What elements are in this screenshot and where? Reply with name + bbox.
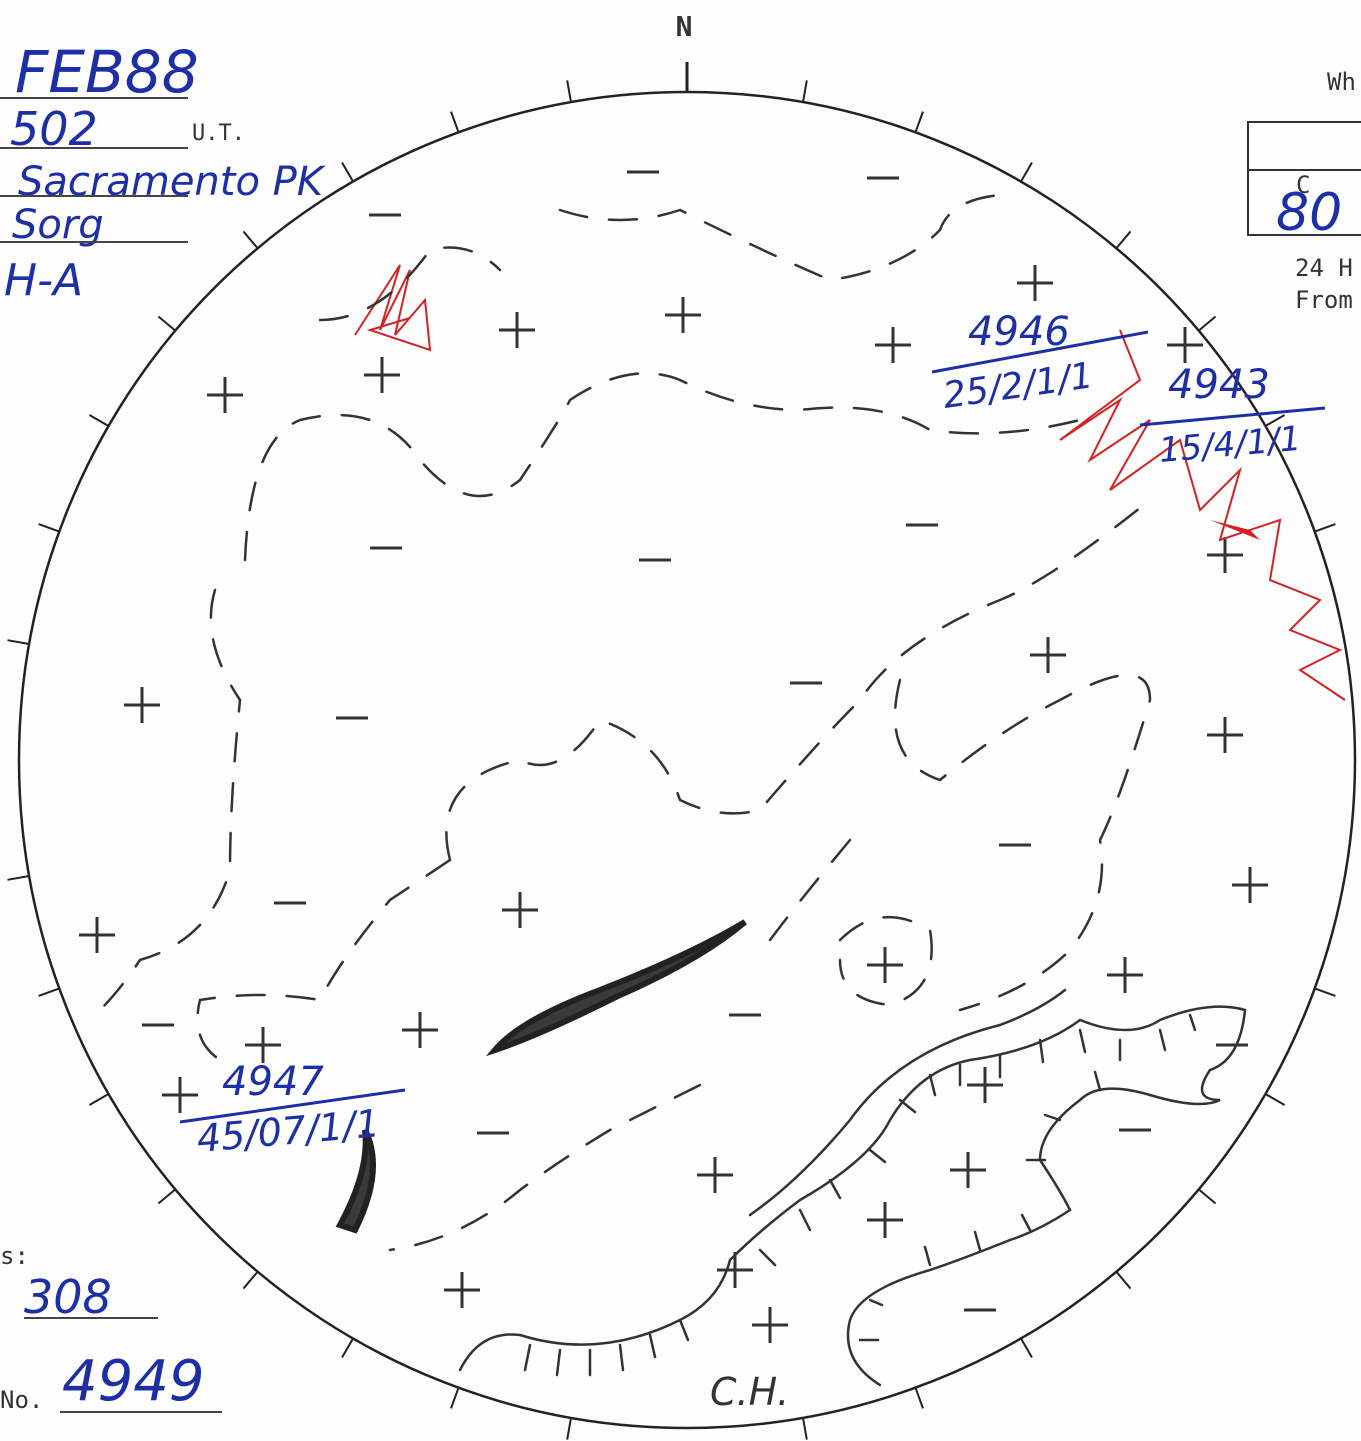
limb-tick	[1265, 414, 1286, 427]
north-label: N	[676, 10, 693, 43]
positive-polarity	[1107, 957, 1143, 993]
limb-tick	[7, 639, 30, 645]
limb-tick	[914, 1387, 924, 1409]
footer-value: 308	[24, 1270, 112, 1324]
box-value: 80	[1276, 183, 1342, 243]
annotation: C.H.	[710, 1370, 789, 1414]
positive-polarity	[717, 1252, 753, 1288]
positive-polarity	[697, 1157, 733, 1193]
positive-polarity	[207, 377, 243, 413]
positive-polarity	[867, 1202, 903, 1238]
positive-polarity	[1207, 537, 1243, 573]
neutral-line	[243, 372, 1082, 562]
coronal-hole	[458, 1005, 1247, 1387]
region-fraction-line	[179, 1088, 406, 1124]
limb-tick	[242, 230, 259, 249]
limb-tick	[1115, 230, 1132, 249]
region-fraction-line	[931, 330, 1149, 374]
limb-tick	[38, 987, 60, 997]
positive-polarity	[950, 1152, 986, 1188]
plage	[1059, 329, 1346, 701]
positive-polarity	[162, 1077, 198, 1113]
positive-polarity	[665, 297, 701, 333]
region-fraction-line	[1139, 406, 1326, 427]
neutral-line	[98, 588, 242, 1012]
limb-tick	[802, 1417, 808, 1440]
neutral-line	[388, 838, 852, 1252]
filament	[335, 1128, 376, 1234]
neutral-line	[893, 673, 1152, 1012]
positive-polarity	[364, 357, 400, 393]
limb-tick	[566, 80, 572, 103]
box	[1247, 121, 1361, 236]
time-unit: U.T.	[192, 121, 245, 146]
footer-label: No.	[0, 1386, 43, 1414]
limb-tick	[157, 315, 176, 332]
region-number: 4947	[222, 1059, 324, 1105]
positive-polarity	[1030, 637, 1066, 673]
filament	[748, 988, 1067, 1217]
observatory: Sacramento PK	[18, 159, 326, 205]
limb-tick	[88, 414, 109, 427]
limb-tick	[1314, 523, 1336, 533]
hatching	[523, 1013, 1197, 1377]
box-column: C	[1296, 171, 1310, 199]
positive-polarity	[967, 1067, 1003, 1103]
box-note: From	[1295, 286, 1353, 314]
plage	[354, 264, 432, 352]
positive-polarity	[1207, 717, 1243, 753]
limb-tick	[1198, 1188, 1217, 1205]
neutral-line	[558, 193, 1002, 282]
positive-polarity	[1232, 867, 1268, 903]
positive-polarity	[444, 1272, 480, 1308]
limb-tick	[1020, 161, 1033, 182]
positive-polarity	[499, 312, 535, 348]
limb-tick	[7, 875, 30, 881]
limb-tick	[341, 161, 354, 182]
solar-disk	[7, 62, 1357, 1440]
neutral-line	[318, 246, 502, 322]
limb-tick	[1265, 1093, 1286, 1106]
limb-tick	[38, 523, 60, 533]
limb-tick	[802, 80, 808, 103]
limb-tick	[88, 1093, 109, 1106]
box-heading: Wh	[1327, 68, 1356, 96]
positive-polarity	[79, 917, 115, 953]
limb-tick	[450, 1387, 460, 1409]
limb-tick	[566, 1417, 572, 1440]
limb-tick	[1314, 987, 1336, 997]
limb-tick	[1020, 1338, 1033, 1359]
limb-tick	[157, 1188, 176, 1205]
positive-polarity	[875, 327, 911, 363]
positive-polarity	[1017, 265, 1053, 301]
positive-polarity	[124, 687, 160, 723]
positive-polarity	[245, 1027, 281, 1063]
neutral-line	[196, 858, 452, 1062]
observer: Sorg	[12, 202, 104, 248]
limb-tick	[341, 1338, 354, 1359]
limb-tick	[1198, 315, 1217, 332]
region-number: 4943	[1168, 362, 1270, 408]
footer-value: 4949	[62, 1349, 205, 1414]
positive-polarity	[402, 1012, 438, 1048]
positive-polarity	[1167, 327, 1203, 363]
positive-polarity	[752, 1307, 788, 1343]
positive-polarity	[867, 947, 903, 983]
limb-tick	[242, 1271, 259, 1290]
region-number: 4946	[968, 309, 1070, 355]
limb-tick	[914, 111, 924, 133]
observation-type: H-A	[4, 255, 83, 306]
filament	[485, 919, 747, 1057]
limb-tick	[450, 111, 460, 133]
box-note: 24 H	[1295, 254, 1353, 282]
positive-polarity	[502, 892, 538, 928]
date: FEB88	[15, 38, 199, 106]
neutral-line	[445, 498, 1152, 862]
footer-label: s:	[0, 1242, 29, 1270]
limb-tick	[1115, 1271, 1132, 1290]
